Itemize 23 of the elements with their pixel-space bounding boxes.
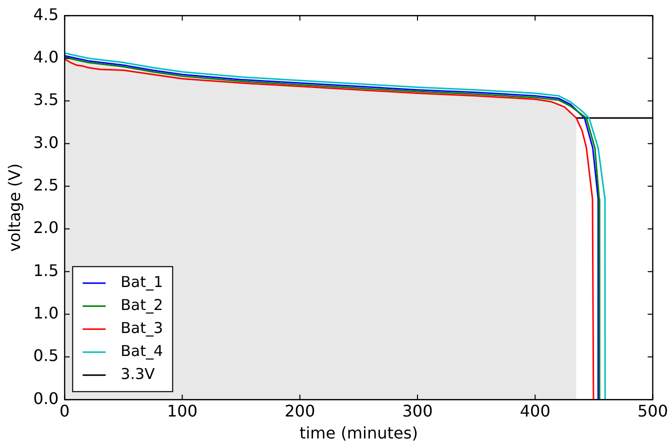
y-tick-label: 1.5 xyxy=(33,260,59,280)
x-tick-label: 500 xyxy=(637,401,668,420)
y-tick-label: 4.5 xyxy=(33,4,59,24)
x-tick-label: 0 xyxy=(60,401,70,420)
x-tick-label: 100 xyxy=(166,401,198,420)
y-tick-label: 1.0 xyxy=(33,303,59,322)
legend-label: Bat_2 xyxy=(120,296,164,314)
legend-label: Bat_3 xyxy=(120,318,164,337)
y-tick-label: 0.0 xyxy=(33,388,59,408)
y-tick-label: 0.5 xyxy=(33,346,59,366)
x-tick-label: 400 xyxy=(520,401,550,420)
legend-label: Bat_4 xyxy=(120,342,164,360)
y-axis-title: voltage (V) xyxy=(4,163,24,252)
y-tick-label: 2.5 xyxy=(33,175,59,194)
x-axis-title: time (minutes) xyxy=(299,424,418,443)
y-tick-label: 3.5 xyxy=(33,90,59,110)
y-tick-label: 2.0 xyxy=(33,218,59,238)
legend-label: Bat_1 xyxy=(120,272,164,291)
legend-label: 3.3V xyxy=(120,364,156,383)
x-tick-label: 200 xyxy=(284,401,316,420)
x-tick-label: 300 xyxy=(402,401,433,420)
y-tick-label: 4.0 xyxy=(33,47,59,66)
y-tick-label: 3.0 xyxy=(33,132,59,152)
